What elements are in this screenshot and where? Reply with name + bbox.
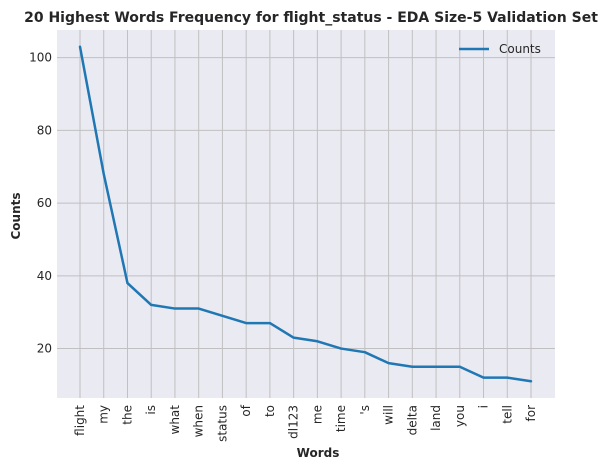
x-tick-labels: flight my the is what when status of to dl123 me ti… [73,404,538,442]
legend-label: Counts [499,42,541,56]
y-tick-label: 80 [37,123,52,137]
x-tick-label: me [310,405,324,424]
y-tick-label: 20 [37,342,52,356]
x-tick-label: what [168,405,182,435]
x-tick-label: i [477,405,491,408]
chart-title: 20 Highest Words Frequency for flight_st… [24,10,598,26]
x-axis-title: Words [297,446,340,460]
x-tick-label: 's [358,405,372,415]
x-tick-label: to [263,405,277,417]
plot-area [57,30,555,398]
x-tick-label: you [453,405,467,427]
y-tick-label: 100 [29,51,52,65]
x-tick-label: land [429,405,443,431]
x-tick-label: when [192,405,206,437]
x-tick-label: my [97,405,111,424]
x-tick-label: for [524,405,538,422]
y-axis-title: Counts [9,192,23,239]
x-tick-label: is [144,405,158,415]
x-tick-label: will [382,405,396,425]
x-tick-label: time [334,405,348,432]
x-tick-label: flight [73,405,87,436]
y-tick-label: 40 [37,269,52,283]
y-tick-labels: 20 40 60 80 100 [29,51,52,356]
x-tick-label: dl123 [287,405,301,439]
x-tick-label: the [120,405,134,425]
y-tick-label: 60 [37,196,52,210]
x-tick-label: delta [405,405,419,435]
x-tick-label: of [239,404,253,416]
x-tick-label: status [215,405,229,442]
x-tick-label: tell [500,405,514,424]
